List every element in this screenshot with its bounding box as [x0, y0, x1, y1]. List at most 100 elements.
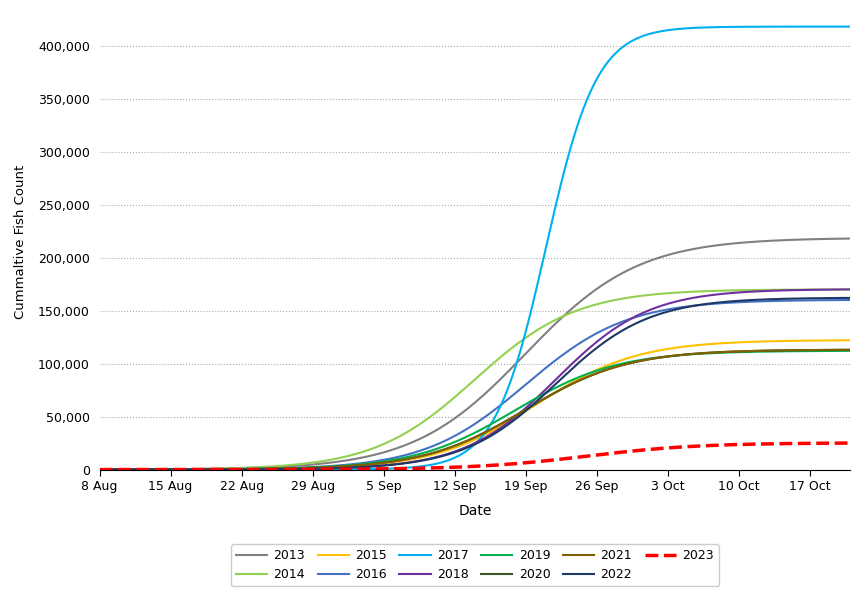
- 2021: [391, 457, 402, 464]
- 2022: [339, 464, 349, 471]
- 2013: [339, 457, 349, 464]
- 2017: [94, 466, 105, 473]
- 2014: [391, 434, 402, 441]
- 2021: [567, 380, 577, 388]
- 2017: [391, 465, 402, 472]
- 2023: [391, 465, 402, 473]
- 2021: [339, 463, 349, 470]
- 2021: [185, 466, 195, 473]
- 2016: [640, 311, 651, 318]
- 2023: [845, 439, 855, 447]
- 2013: [636, 261, 646, 268]
- 2016: [845, 296, 855, 303]
- Line: 2018: 2018: [99, 290, 850, 470]
- 2014: [636, 292, 646, 299]
- 2014: [94, 466, 105, 473]
- 2018: [845, 286, 855, 293]
- 2021: [845, 346, 855, 353]
- 2018: [636, 310, 646, 317]
- 2015: [339, 463, 349, 470]
- 2019: [636, 356, 646, 364]
- 2015: [185, 466, 195, 473]
- Line: 2013: 2013: [99, 238, 850, 470]
- 2020: [567, 380, 577, 388]
- 2020: [391, 457, 402, 464]
- 2023: [94, 466, 105, 473]
- 2016: [636, 312, 646, 319]
- 2023: [185, 466, 195, 473]
- 2019: [94, 466, 105, 473]
- Line: 2020: 2020: [99, 350, 850, 470]
- 2014: [185, 465, 195, 473]
- 2018: [339, 464, 349, 471]
- 2013: [567, 305, 577, 312]
- 2019: [339, 462, 349, 470]
- 2022: [391, 461, 402, 468]
- 2014: [640, 292, 651, 299]
- 2017: [636, 33, 646, 40]
- Y-axis label: Cummaltive Fish Count: Cummaltive Fish Count: [14, 164, 27, 319]
- 2013: [94, 466, 105, 473]
- 2015: [640, 350, 651, 357]
- 2018: [94, 466, 105, 473]
- 2013: [845, 235, 855, 242]
- 2017: [845, 23, 855, 30]
- 2019: [391, 456, 402, 463]
- 2016: [94, 466, 105, 473]
- 2015: [636, 351, 646, 358]
- 2021: [640, 356, 651, 364]
- 2018: [640, 308, 651, 315]
- 2022: [185, 466, 195, 473]
- Line: 2021: 2021: [99, 350, 850, 470]
- 2018: [567, 361, 577, 368]
- 2023: [339, 465, 349, 473]
- 2013: [640, 259, 651, 266]
- 2021: [94, 466, 105, 473]
- 2020: [636, 357, 646, 364]
- Legend: 2013, 2014, 2015, 2016, 2017, 2018, 2019, 2020, 2021, 2022, 2023: 2013, 2014, 2015, 2016, 2017, 2018, 2019…: [231, 544, 719, 586]
- 2020: [185, 466, 195, 473]
- 2020: [845, 346, 855, 353]
- 2019: [567, 377, 577, 384]
- 2015: [845, 337, 855, 344]
- 2022: [636, 317, 646, 324]
- 2015: [94, 466, 105, 473]
- 2023: [567, 455, 577, 462]
- 2022: [845, 294, 855, 302]
- 2016: [339, 461, 349, 468]
- 2016: [391, 453, 402, 461]
- 2017: [339, 466, 349, 473]
- Line: 2022: 2022: [99, 298, 850, 470]
- Line: 2023: 2023: [99, 443, 850, 470]
- 2022: [640, 315, 651, 323]
- 2017: [185, 466, 195, 473]
- 2023: [640, 446, 651, 453]
- 2013: [185, 465, 195, 473]
- 2019: [185, 466, 195, 473]
- Line: 2016: 2016: [99, 300, 850, 470]
- 2020: [640, 356, 651, 364]
- Line: 2017: 2017: [99, 26, 850, 470]
- 2017: [567, 140, 577, 147]
- X-axis label: Date: Date: [458, 504, 492, 518]
- 2018: [391, 461, 402, 468]
- 2013: [391, 445, 402, 452]
- 2016: [567, 345, 577, 352]
- Line: 2014: 2014: [99, 290, 850, 470]
- 2014: [339, 453, 349, 461]
- 2018: [185, 466, 195, 473]
- 2019: [640, 356, 651, 363]
- 2020: [94, 466, 105, 473]
- 2015: [391, 458, 402, 465]
- 2022: [94, 466, 105, 473]
- 2014: [567, 309, 577, 316]
- 2017: [640, 32, 651, 39]
- 2020: [339, 463, 349, 470]
- 2014: [845, 286, 855, 293]
- Line: 2015: 2015: [99, 340, 850, 470]
- 2022: [567, 365, 577, 373]
- 2016: [185, 466, 195, 473]
- Line: 2019: 2019: [99, 351, 850, 470]
- 2015: [567, 379, 577, 386]
- 2019: [845, 347, 855, 355]
